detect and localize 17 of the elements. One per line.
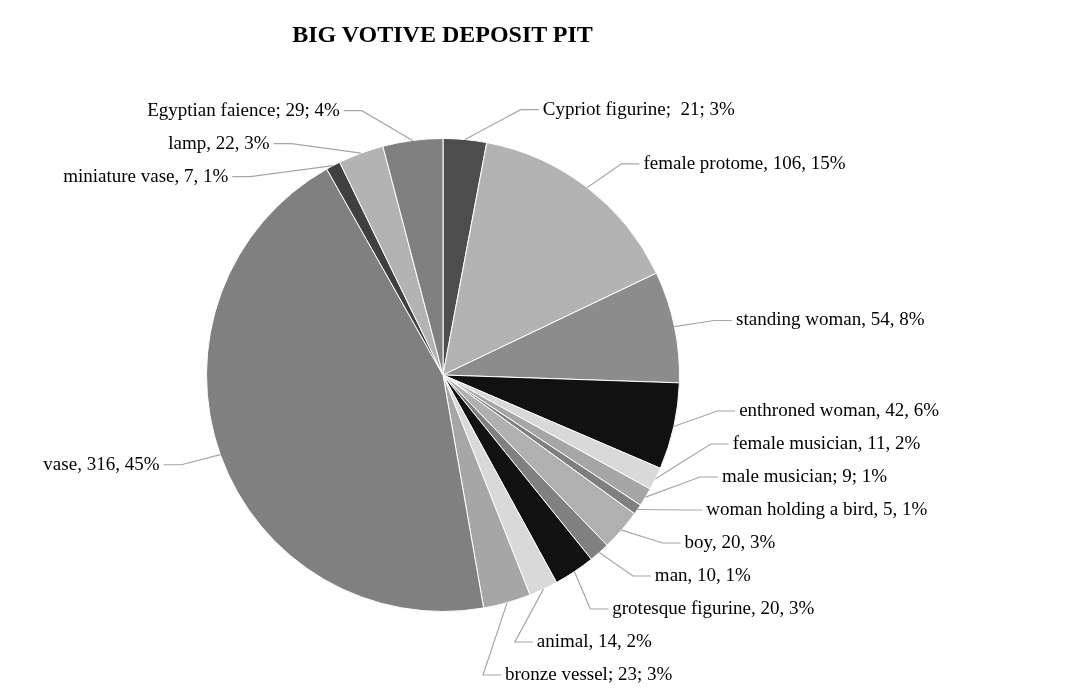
slice-label: female protome, 106, 15% (643, 151, 846, 173)
chart-title: BIG VOTIVE DEPOSIT PIT (292, 21, 593, 48)
slice-label: enthroned woman, 42, 6% (739, 398, 940, 420)
slice-label: grotesque figurine, 20, 3% (612, 596, 815, 618)
slice-label: animal, 14, 2% (536, 629, 653, 651)
slice-label: male musician; 9; 1% (722, 464, 888, 486)
slice-label: man, 10, 1% (654, 563, 752, 585)
slice-label: standing woman, 54, 8% (736, 308, 925, 330)
slice-label: woman holding a bird, 5, 1% (706, 497, 928, 519)
slice-label: lamp, 22, 3% (168, 131, 270, 153)
slice-label: miniature vase, 7, 1% (63, 164, 229, 186)
slice-label: female musician, 11, 2% (732, 431, 921, 453)
slice-label: bronze vessel; 23; 3% (505, 662, 673, 684)
slice-label: boy, 20, 3% (684, 530, 776, 552)
slice-label: Egyptian faience; 29; 4% (147, 98, 340, 120)
slice-label: vase, 316, 45% (43, 452, 160, 474)
slice-label: Cypriot figurine; 21; 3% (542, 97, 735, 119)
